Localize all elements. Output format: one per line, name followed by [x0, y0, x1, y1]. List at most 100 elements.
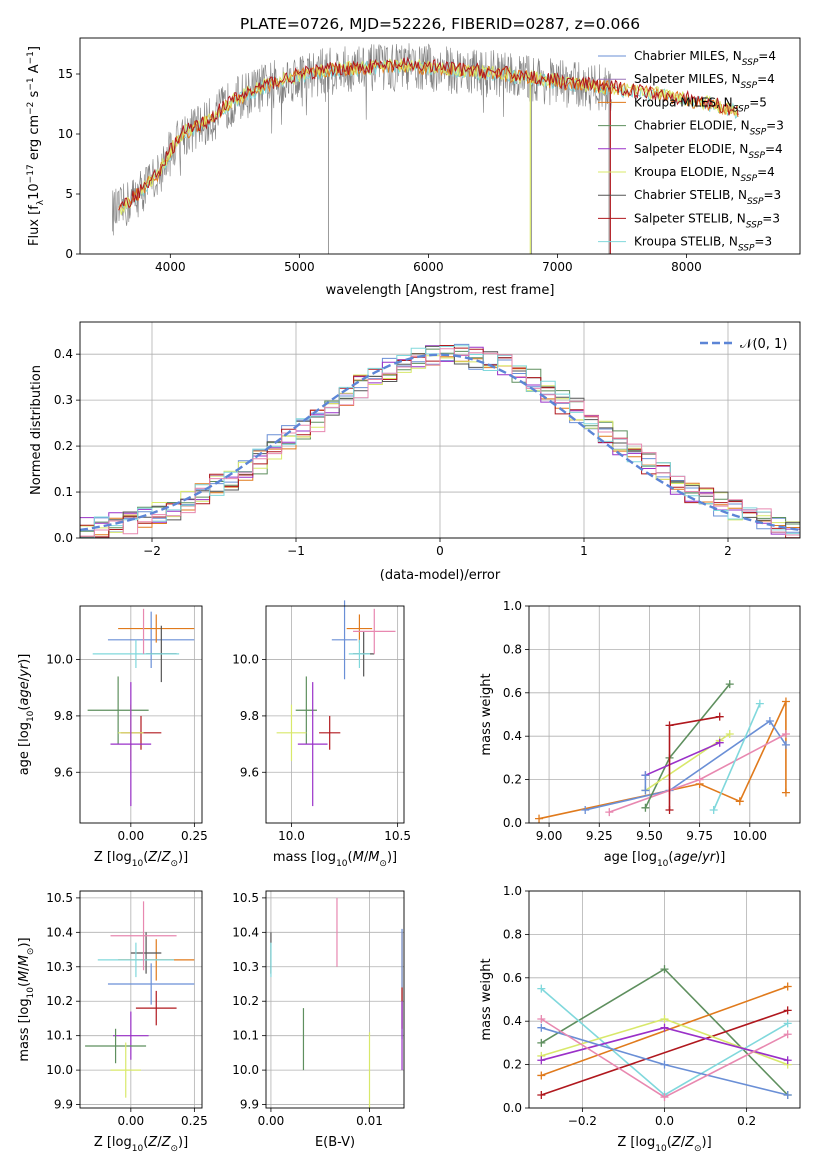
weight-vs-age-xtick-label: 9.25 — [586, 829, 613, 843]
age-vs-Z-ytick-label: 9.6 — [54, 765, 73, 779]
weight-vs-age-panel: 9.00 9.25 9.50 9.75 10.00 0.0 0.2 0.4 0.6 0.8 1.0 a… — [479, 599, 801, 869]
age-vs-mass-ytick-label: 9.8 — [240, 709, 259, 723]
residuals-xtick-label: 0 — [436, 544, 444, 558]
age-vs-mass-xlabel: mass [log10(M/M⊙)] — [273, 850, 397, 869]
weight-vs-age-ytick-label: 0.2 — [503, 773, 522, 787]
residuals-ytick-label: 0.1 — [54, 485, 73, 499]
weight-vs-age-ytick-label: 0.8 — [503, 642, 522, 656]
mass-vs-EBV-panel: 0.00 0.01 9.9 10.0 10.1 10.2 10.3 10.4 10.5 E(B-V… — [232, 890, 405, 1150]
mass-vs-EBV-xtick-label: 0.00 — [258, 1114, 285, 1128]
spectrum-frame — [79, 37, 801, 255]
weight-vs-Z-ylabel: mass weight — [479, 958, 494, 1040]
mass-vs-Z-ytick-label: 10.0 — [46, 1063, 73, 1077]
residuals-frame — [79, 321, 801, 539]
mass-vs-EBV-ytick-label: 10.0 — [232, 1063, 259, 1077]
spectrum-ytick-label: 0 — [65, 247, 73, 261]
weight-vs-Z-ytick-label: 0.6 — [503, 971, 522, 985]
weight-marker — [783, 1030, 792, 1039]
weight-marker — [783, 1056, 792, 1065]
residuals-panel: −2 −1 0 1 2 0.0 0.1 0.2 0.3 0.4 𝒩(0, 1) (data-model… — [29, 321, 801, 583]
weight-marker — [781, 788, 790, 797]
weight-vs-age-ylabel: mass weight — [479, 673, 494, 755]
weight-vs-age-ytick-label: 0.6 — [503, 686, 522, 700]
residuals-plot-area — [80, 343, 800, 538]
weight-vs-age-ytick-label: 1.0 — [503, 599, 522, 613]
weight-vs-Z-ytick-label: 0.2 — [503, 1058, 522, 1072]
histogram-step — [80, 348, 800, 537]
residuals-ytick-label: 0.4 — [54, 347, 73, 361]
weight-marker — [660, 1060, 669, 1069]
mass-vs-EBV-ytick-label: 9.9 — [240, 1098, 259, 1112]
age-vs-Z-xlabel: Z [log10(Z/Z⊙)] — [94, 850, 188, 869]
weight-vs-age-ytick-label: 0.0 — [503, 816, 522, 830]
weight-vs-age-xlabel: age [log10(age/yr)] — [604, 850, 726, 869]
normal-reference-curve — [80, 353, 800, 532]
weight-line — [645, 741, 721, 777]
weight-vs-age-ytick-label: 0.4 — [503, 729, 522, 743]
weight-vs-Z-panel: −0.2 0.0 0.2 0.0 0.2 0.4 0.6 0.8 1.0 Z [log10(Z/Z… — [479, 884, 801, 1154]
spectrum-ytick-label: 15 — [58, 67, 73, 81]
spectrum-ylabel: Flux [fλ10−17 erg cm−2 s−1 A−1] — [26, 46, 46, 246]
legend-entry: Salpeter MILES, NSSP=4 — [634, 72, 775, 91]
age-vs-mass-xtick-label: 10.0 — [278, 829, 305, 843]
age-vs-Z-ylabel: age [log10(age/yr)] — [17, 654, 36, 776]
legend-entry: Kroupa STELIB, NSSP=3 — [634, 235, 772, 254]
weight-marker — [715, 738, 724, 747]
age-vs-mass-ytick-label: 10.0 — [232, 653, 259, 667]
weight-vs-Z-ytick-label: 1.0 — [503, 884, 522, 898]
age-vs-Z-ytick-label: 9.8 — [54, 709, 73, 723]
weight-vs-Z-frame — [528, 890, 801, 1109]
age-vs-mass-frame — [265, 605, 405, 824]
mass-vs-EBV-ytick-label: 10.4 — [232, 925, 259, 939]
mass-vs-Z-ytick-label: 10.1 — [46, 1029, 73, 1043]
mass-vs-EBV-ytick-label: 10.1 — [232, 1029, 259, 1043]
mass-vs-Z-xlabel: Z [log10(Z/Z⊙)] — [94, 1135, 188, 1154]
residuals-xtick-label: 1 — [580, 544, 588, 558]
weight-marker — [660, 1015, 669, 1024]
residuals-ytick-label: 0.3 — [54, 393, 73, 407]
residuals-xtick-label: −2 — [143, 544, 161, 558]
weight-marker — [537, 1023, 546, 1032]
residuals-ytick-label: 0.0 — [54, 531, 73, 545]
mass-vs-EBV-xtick-label: 0.01 — [356, 1114, 383, 1128]
weight-marker — [537, 1015, 546, 1024]
weight-marker — [715, 712, 724, 721]
figure-title: PLATE=0726, MJD=52226, FIBERID=0287, z=0… — [240, 15, 640, 33]
weight-line — [585, 719, 787, 811]
weight-vs-age-xtick-label: 9.75 — [686, 829, 713, 843]
age-vs-Z-ytick-label: 10.0 — [46, 653, 73, 667]
residuals-ytick-label: 0.2 — [54, 439, 73, 453]
weight-marker — [665, 805, 674, 814]
weight-marker — [783, 1006, 792, 1015]
weight-marker — [605, 808, 614, 817]
legend-entry: Chabrier MILES, NSSP=4 — [634, 49, 776, 68]
age-vs-mass-xtick-label: 10.5 — [384, 829, 411, 843]
weight-marker — [725, 730, 734, 739]
mass-vs-EBV-ytick-label: 10.5 — [232, 891, 259, 905]
weight-marker — [641, 786, 650, 795]
weight-vs-age-xtick-label: 9.00 — [536, 829, 563, 843]
weight-marker — [755, 699, 764, 708]
spectrum-xtick-label: 5000 — [284, 260, 315, 274]
residuals-xlabel: (data-model)/error — [380, 568, 501, 583]
legend-entry: Chabrier STELIB, NSSP=3 — [634, 188, 781, 207]
age-vs-mass-ytick-label: 9.6 — [240, 765, 259, 779]
spectrum-ytick-label: 10 — [58, 127, 73, 141]
spectrum-xlabel: wavelength [Angstrom, rest frame] — [326, 283, 555, 298]
weight-marker — [537, 1056, 546, 1065]
weight-vs-Z-xtick-label: 0.2 — [737, 1114, 756, 1128]
age-vs-Z-frame — [79, 605, 203, 824]
spectrum-plot-area — [112, 43, 739, 254]
weight-line — [541, 1009, 788, 1096]
weight-marker — [641, 771, 650, 780]
weight-marker — [783, 982, 792, 991]
mass-vs-Z-ylabel: mass [log10(M/M⊙)] — [17, 937, 36, 1061]
residuals-xtick-label: −1 — [287, 544, 305, 558]
legend-entry: Salpeter STELIB, NSSP=3 — [634, 211, 780, 230]
weight-marker — [695, 775, 704, 784]
weight-line — [644, 683, 731, 809]
legend-entry: 𝒩(0, 1) — [740, 337, 787, 352]
weight-line — [668, 715, 720, 810]
spectrum-ytick-label: 5 — [65, 187, 73, 201]
